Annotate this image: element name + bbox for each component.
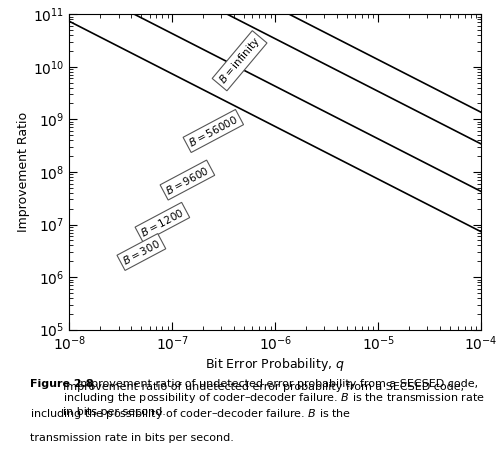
- Y-axis label: Improvement Ratio: Improvement Ratio: [17, 112, 30, 232]
- Text: including the possibility of coder–decoder failure. $B$ is the: including the possibility of coder–decod…: [30, 407, 351, 422]
- Text: $B = 300$: $B = 300$: [121, 237, 162, 267]
- Text: $B = 1200$: $B = 1200$: [138, 206, 186, 239]
- X-axis label: Bit Error Probability, $q$: Bit Error Probability, $q$: [205, 356, 345, 373]
- Text: Figure 2.8: Figure 2.8: [30, 379, 93, 389]
- Text: Improvement ratio of undetected error probability from a SECSED code, including : Improvement ratio of undetected error pr…: [63, 379, 486, 417]
- Text: Improvement ratio of undetected error probability from a SECSED code,: Improvement ratio of undetected error pr…: [63, 382, 465, 391]
- Text: $B = 9600$: $B = 9600$: [164, 163, 211, 196]
- Text: $B = \mathrm{infinity}$: $B = \mathrm{infinity}$: [216, 34, 263, 87]
- Text: transmission rate in bits per second.: transmission rate in bits per second.: [30, 433, 234, 443]
- Text: $B = 56000$: $B = 56000$: [186, 113, 240, 149]
